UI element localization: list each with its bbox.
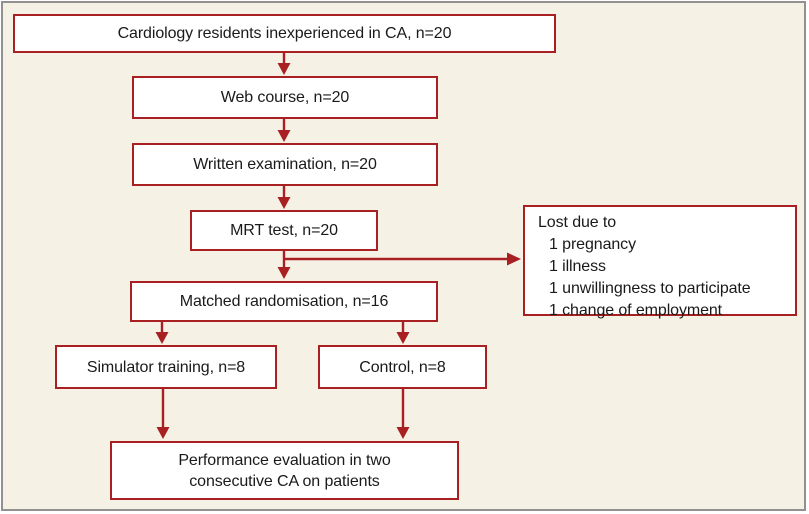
node-simulator-training-label: Simulator training, n=8 — [86, 358, 246, 376]
node-written-exam: Written examination, n=20 — [132, 143, 438, 186]
node-performance-evaluation: Performance evaluation in two consecutiv… — [110, 441, 459, 500]
node-control-label: Control, n=8 — [359, 358, 446, 376]
node-residents: Cardiology residents inexperienced in CA… — [13, 14, 556, 53]
node-written-exam-label: Written examination, n=20 — [193, 156, 377, 173]
node-residents-label: Cardiology residents inexperienced in CA… — [117, 25, 452, 42]
lost-item-employment: 1 change of employment — [549, 302, 723, 319]
node-simulator-training: Simulator training, n=8 — [55, 345, 277, 389]
lost-item-pregnancy: 1 pregnancy — [549, 236, 636, 253]
node-web-course-label: Web course, n=20 — [220, 89, 350, 106]
node-randomisation: Matched randomisation, n=16 — [130, 281, 438, 322]
node-web-course: Web course, n=20 — [132, 76, 438, 119]
node-mrt-test: MRT test, n=20 — [190, 210, 378, 251]
node-lost-title: Lost due to — [538, 214, 617, 231]
node-control: Control, n=8 — [318, 345, 487, 389]
lost-item-illness: 1 illness — [549, 258, 606, 275]
node-performance-line2: consecutive CA on patients — [189, 472, 380, 490]
node-randomisation-label: Matched randomisation, n=16 — [179, 293, 389, 310]
node-performance-line1: Performance evaluation in two — [178, 451, 391, 469]
lost-item-unwillingness: 1 unwillingness to participate — [549, 280, 751, 297]
node-lost-to-followup: Lost due to 1 pregnancy 1 illness 1 unwi… — [523, 205, 797, 319]
node-mrt-test-label: MRT test, n=20 — [230, 222, 338, 239]
